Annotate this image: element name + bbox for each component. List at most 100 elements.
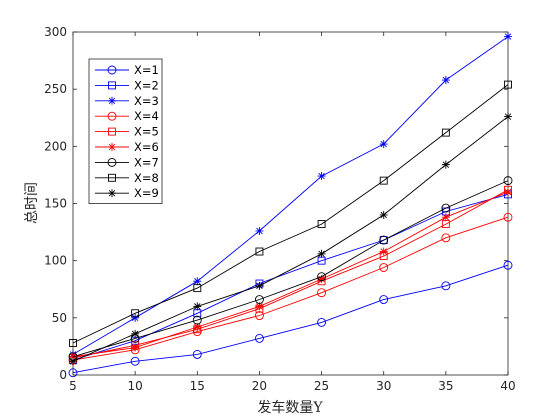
x-tick-label: 40	[500, 379, 515, 393]
data-point	[379, 210, 388, 219]
legend-entry: X=1	[95, 63, 159, 77]
legend-marker	[108, 143, 116, 151]
y-tick-label: 0	[59, 368, 67, 382]
legend-marker	[108, 189, 116, 198]
data-point	[504, 80, 512, 89]
y-tick-label: 150	[44, 197, 67, 211]
legend-marker	[107, 65, 117, 75]
legend-entry: X=3	[95, 94, 159, 108]
x-tick-label: 20	[252, 379, 267, 393]
data-point	[131, 309, 140, 318]
data-point	[193, 277, 202, 286]
data-point	[317, 272, 327, 282]
x-tick-label: 35	[438, 379, 453, 393]
data-point	[255, 226, 264, 235]
y-tick-label: 200	[44, 139, 67, 153]
x-tick-label: 15	[190, 379, 205, 393]
legend-label: X=9	[134, 186, 159, 200]
legend-entry: X=9	[95, 186, 159, 200]
data-point	[130, 356, 140, 366]
data-point	[255, 281, 264, 290]
series-line	[72, 180, 509, 358]
y-tick-label: 300	[44, 25, 67, 39]
y-tick-label: 250	[44, 82, 67, 96]
data-point	[192, 349, 202, 359]
series-8	[69, 80, 512, 347]
data-point	[317, 249, 326, 258]
data-point	[379, 247, 388, 256]
legend-label: X=6	[134, 140, 159, 154]
data-point	[379, 176, 388, 185]
data-point	[254, 295, 264, 304]
data-point	[503, 212, 513, 222]
data-point	[193, 322, 202, 331]
series-line	[72, 36, 509, 355]
data-point	[504, 188, 512, 197]
legend-marker	[108, 96, 116, 105]
data-point	[379, 263, 389, 272]
data-point	[441, 160, 450, 169]
axis-ticks: 5 10 15 20 25 30 35 40 0 50 100 150 200 250 300	[44, 25, 516, 393]
data-point	[69, 339, 77, 347]
series-line	[72, 216, 509, 361]
legend-entry: X=2	[95, 78, 159, 92]
data-point	[317, 220, 326, 229]
series-7	[68, 176, 513, 362]
series-9	[69, 112, 512, 366]
data-point	[254, 311, 264, 320]
series-1	[68, 260, 513, 378]
legend: X=1X=2 X=3X=4 X=5X=6X=7 X=8X=9	[88, 58, 163, 205]
series-line	[72, 84, 509, 344]
data-point	[131, 329, 140, 338]
data-point	[68, 368, 78, 378]
legend-label: X=2	[134, 78, 159, 92]
x-tick-label: 5	[69, 379, 77, 393]
series-line	[72, 189, 509, 359]
x-axis-title: 发车数量Y	[257, 399, 323, 416]
data-point	[441, 203, 451, 213]
data-point	[441, 128, 450, 137]
data-point	[503, 176, 513, 186]
legend-marker	[108, 173, 116, 182]
data-point	[379, 236, 388, 245]
data-point	[255, 302, 264, 311]
data-point	[441, 213, 450, 222]
data-point	[317, 172, 326, 181]
x-tick-label: 25	[314, 379, 329, 393]
data-point	[193, 284, 202, 293]
series-line	[72, 264, 509, 374]
series-line	[72, 191, 509, 358]
data-point	[69, 357, 77, 366]
y-axis-title: 总时间	[24, 182, 40, 224]
legend-marker	[107, 111, 117, 121]
legend-entry: X=5	[95, 125, 159, 139]
data-point	[379, 235, 389, 245]
series-3	[69, 32, 512, 359]
series-line	[72, 116, 509, 362]
data-point	[69, 352, 77, 361]
legend-marker	[107, 157, 117, 167]
legend-entry: X=7	[95, 155, 159, 169]
data-point	[255, 247, 264, 256]
legend-label: X=3	[134, 94, 159, 108]
data-point	[441, 76, 450, 85]
data-point	[504, 112, 512, 121]
data-point	[193, 302, 202, 311]
series-layer	[68, 32, 513, 378]
data-point	[317, 288, 327, 298]
series-line	[72, 193, 509, 361]
data-point	[504, 32, 512, 41]
data-point	[379, 295, 389, 304]
legend-label: X=5	[134, 125, 159, 139]
data-point	[131, 343, 140, 352]
data-point	[441, 233, 451, 243]
data-point	[317, 274, 326, 283]
legend-entry: X=4	[95, 109, 159, 123]
x-tick-label: 30	[376, 379, 391, 393]
data-point	[254, 333, 264, 343]
legend-entry: X=8	[95, 171, 159, 185]
data-point	[379, 140, 388, 149]
data-point	[131, 313, 140, 322]
legend-label: X=7	[134, 155, 159, 169]
